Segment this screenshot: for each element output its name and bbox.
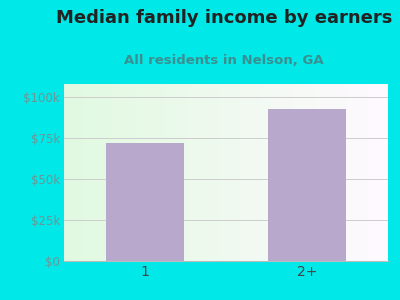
Text: All residents in Nelson, GA: All residents in Nelson, GA	[124, 54, 324, 67]
Text: Median family income by earners: Median family income by earners	[56, 9, 392, 27]
Bar	[268, 109, 346, 261]
Bar	[106, 143, 184, 261]
